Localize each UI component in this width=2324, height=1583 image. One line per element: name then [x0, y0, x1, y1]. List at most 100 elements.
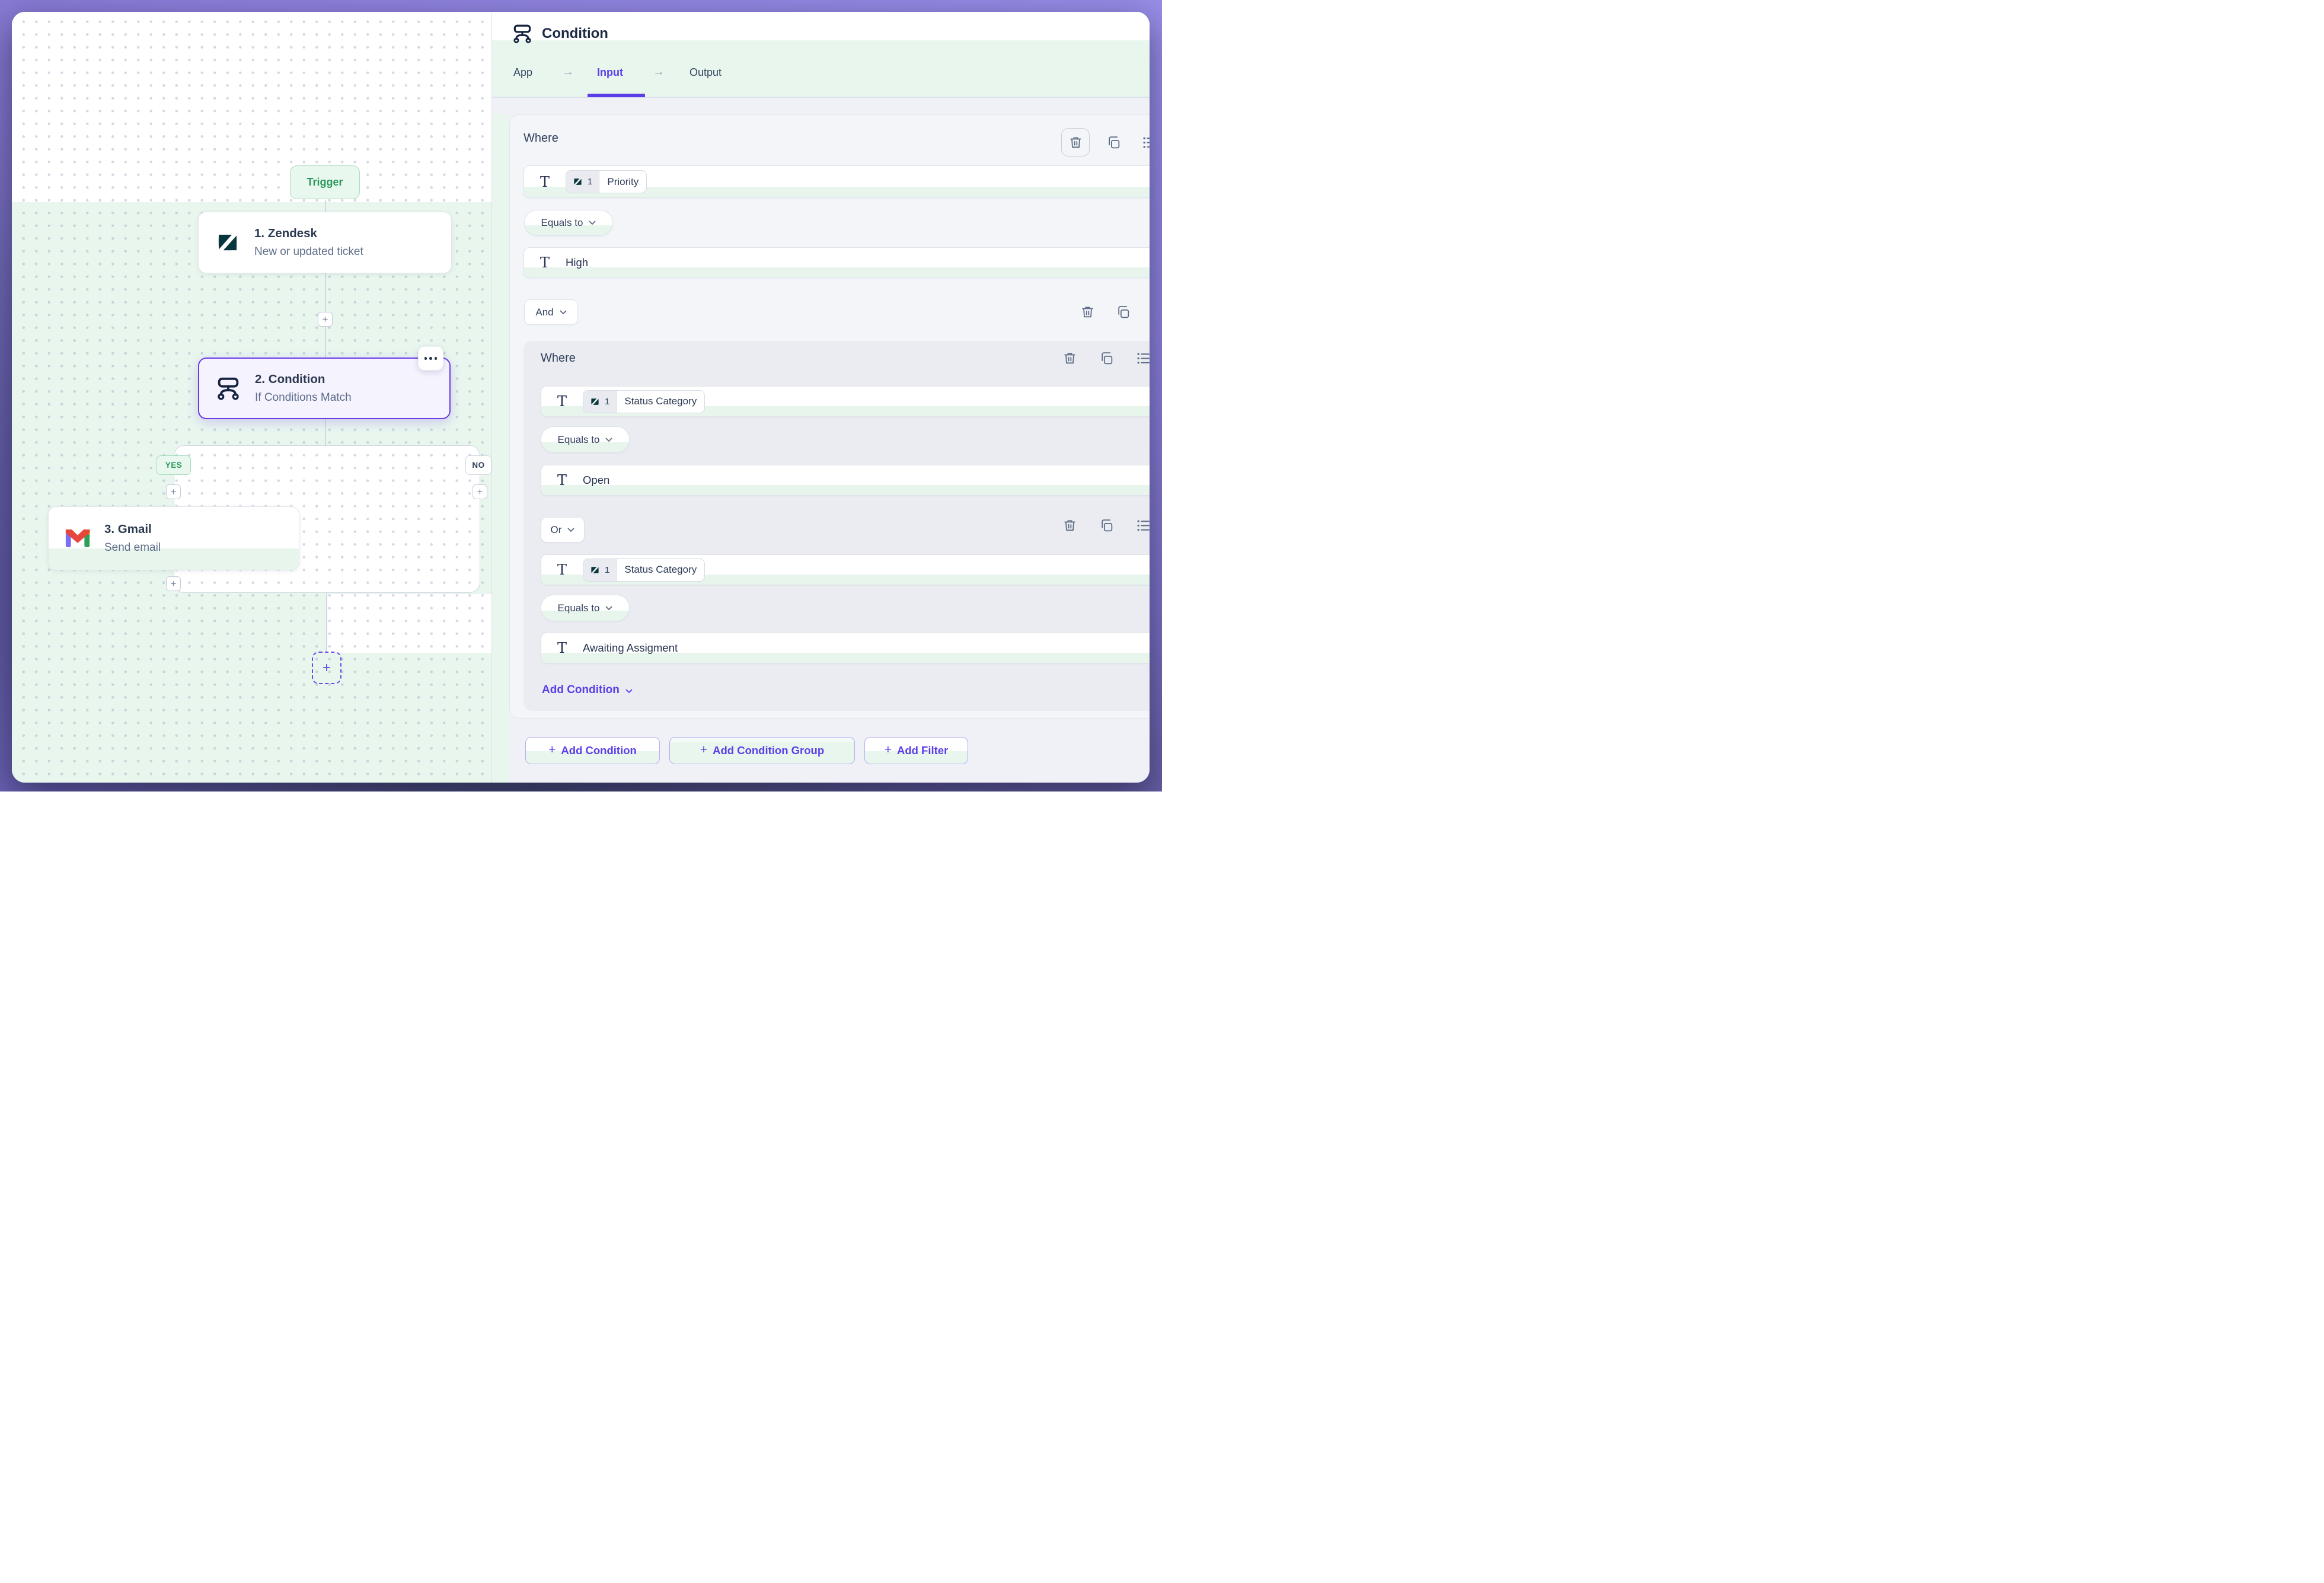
chevron-down-icon [605, 438, 612, 442]
joiner-value: Or [550, 524, 562, 535]
chevron-down-icon [605, 606, 612, 611]
text-type-icon: T [540, 254, 550, 271]
duplicate-icon[interactable] [1099, 518, 1114, 533]
node-title: 3. Gmail [104, 522, 152, 536]
value-text: Open [583, 474, 610, 486]
text-type-icon: T [557, 393, 567, 410]
dot-icon [424, 357, 427, 360]
plus-icon: + [884, 743, 892, 757]
add-condition-dropdown-link[interactable]: Add Condition [542, 684, 633, 697]
trigger-label: Trigger [307, 176, 343, 188]
tab-input[interactable]: Input [597, 66, 623, 78]
text-type-icon: T [540, 173, 550, 190]
operator-select[interactable]: Equals to [541, 595, 630, 621]
condition-field-input[interactable]: T 1 Status Category [541, 386, 1150, 417]
panel-left-accent-rail [492, 114, 509, 783]
duplicate-icon[interactable] [1106, 135, 1121, 150]
branch-label-no: NO [465, 455, 491, 475]
node-condition-selected[interactable]: 2. Condition If Conditions Match [198, 358, 451, 419]
operator-value: Equals to [557, 433, 600, 445]
arrow-right-icon: → [653, 65, 665, 78]
step-settings-panel: Condition App → Input → Output Where [491, 12, 1150, 783]
joiner-select-or[interactable]: Or [541, 517, 585, 542]
connector-condition-branch [325, 419, 326, 446]
node-zendesk[interactable]: 1. Zendesk New or updated ticket [198, 212, 452, 273]
button-label: Add Condition [561, 744, 637, 757]
add-step-button-after-gmail[interactable] [166, 576, 181, 591]
node-text: 1. Zendesk New or updated ticket [254, 226, 363, 258]
data-token-status-category[interactable]: 1 Status Category [583, 558, 706, 582]
chevron-down-icon [625, 689, 633, 694]
condition-value-input[interactable]: T High [523, 247, 1150, 278]
plus-icon: + [700, 743, 708, 757]
zendesk-icon [214, 229, 241, 256]
tab-output[interactable]: Output [689, 66, 722, 78]
tab-app[interactable]: App [513, 66, 533, 78]
trash-icon[interactable] [1080, 305, 1095, 320]
list-rules-icon[interactable] [1136, 518, 1150, 533]
zendesk-icon [590, 565, 600, 575]
operator-select[interactable]: Equals to [524, 210, 613, 236]
panel-header-background [492, 12, 1150, 40]
add-condition-label: Add Condition [542, 684, 620, 696]
step-number-badge: 1 [605, 396, 610, 407]
data-token-priority[interactable]: 1 Priority [566, 170, 647, 193]
token-source: 1 [566, 171, 600, 193]
list-rules-icon[interactable] [1142, 135, 1150, 150]
add-step-button-yes-branch[interactable] [166, 484, 181, 499]
active-tab-underline [588, 94, 645, 97]
chevron-down-icon [589, 221, 596, 225]
condition-field-input[interactable]: T 1 Priority [523, 165, 1150, 198]
desktop-background: Trigger 1. Zendesk New or updated ticket… [0, 0, 1162, 792]
condition-value-input[interactable]: T Awaiting Assigment [541, 633, 1150, 663]
node-subtitle: If Conditions Match [255, 391, 352, 404]
condition-field-input[interactable]: T 1 Status Category [541, 554, 1150, 585]
operator-value: Equals to [541, 217, 583, 228]
panel-header-divider [492, 97, 1150, 98]
gmail-icon [64, 525, 91, 552]
step-number-badge: 1 [588, 177, 593, 187]
token-field-name: Status Category [624, 564, 697, 575]
text-type-icon: T [557, 472, 567, 489]
condition-editor-card: Where T 1 [509, 114, 1150, 719]
joiner-value: And [535, 306, 554, 318]
joiner-select-and[interactable]: And [524, 299, 578, 325]
zendesk-icon [573, 177, 583, 187]
list-rules-icon[interactable] [1136, 351, 1150, 366]
add-step-dropzone[interactable] [312, 652, 341, 684]
flow-canvas[interactable]: Trigger 1. Zendesk New or updated ticket… [12, 12, 491, 783]
add-step-button[interactable] [318, 312, 333, 327]
add-filter-button[interactable]: + Add Filter [864, 737, 968, 764]
button-label: Add Filter [896, 744, 949, 757]
node-title: 1. Zendesk [254, 226, 317, 240]
button-label: Add Condition Group [713, 744, 825, 757]
trash-icon[interactable] [1062, 518, 1077, 533]
node-subtitle: Send email [104, 541, 161, 554]
delete-condition-button[interactable] [1061, 128, 1090, 157]
data-token-status-category[interactable]: 1 Status Category [583, 390, 706, 413]
condition-group: Where T 1 Status Category [523, 341, 1150, 711]
condition-branch-icon [512, 24, 533, 44]
operator-select[interactable]: Equals to [541, 426, 630, 453]
branch-merge-region [327, 594, 491, 653]
duplicate-icon[interactable] [1099, 351, 1114, 366]
connector-trigger-zendesk [325, 200, 326, 212]
condition-value-input[interactable]: T Open [541, 465, 1150, 496]
node-options-menu-button[interactable] [418, 346, 443, 371]
node-title: 2. Condition [255, 372, 325, 386]
chevron-down-icon [567, 528, 574, 532]
trash-icon[interactable] [1062, 351, 1077, 366]
add-condition-group-button[interactable]: + Add Condition Group [669, 737, 855, 764]
chevron-down-icon [560, 310, 567, 315]
token-source: 1 [583, 390, 617, 413]
connector-merge-drop [326, 593, 327, 652]
branch-label-yes: YES [157, 455, 191, 475]
duplicate-icon[interactable] [1116, 305, 1131, 320]
branch-icon [215, 375, 242, 402]
node-text: 3. Gmail Send email [104, 522, 161, 554]
add-condition-button[interactable]: + Add Condition [525, 737, 660, 764]
zendesk-icon [590, 397, 600, 407]
node-gmail[interactable]: 3. Gmail Send email [48, 506, 299, 570]
plus-icon: + [548, 743, 556, 757]
add-step-button-no-branch[interactable] [473, 484, 487, 499]
